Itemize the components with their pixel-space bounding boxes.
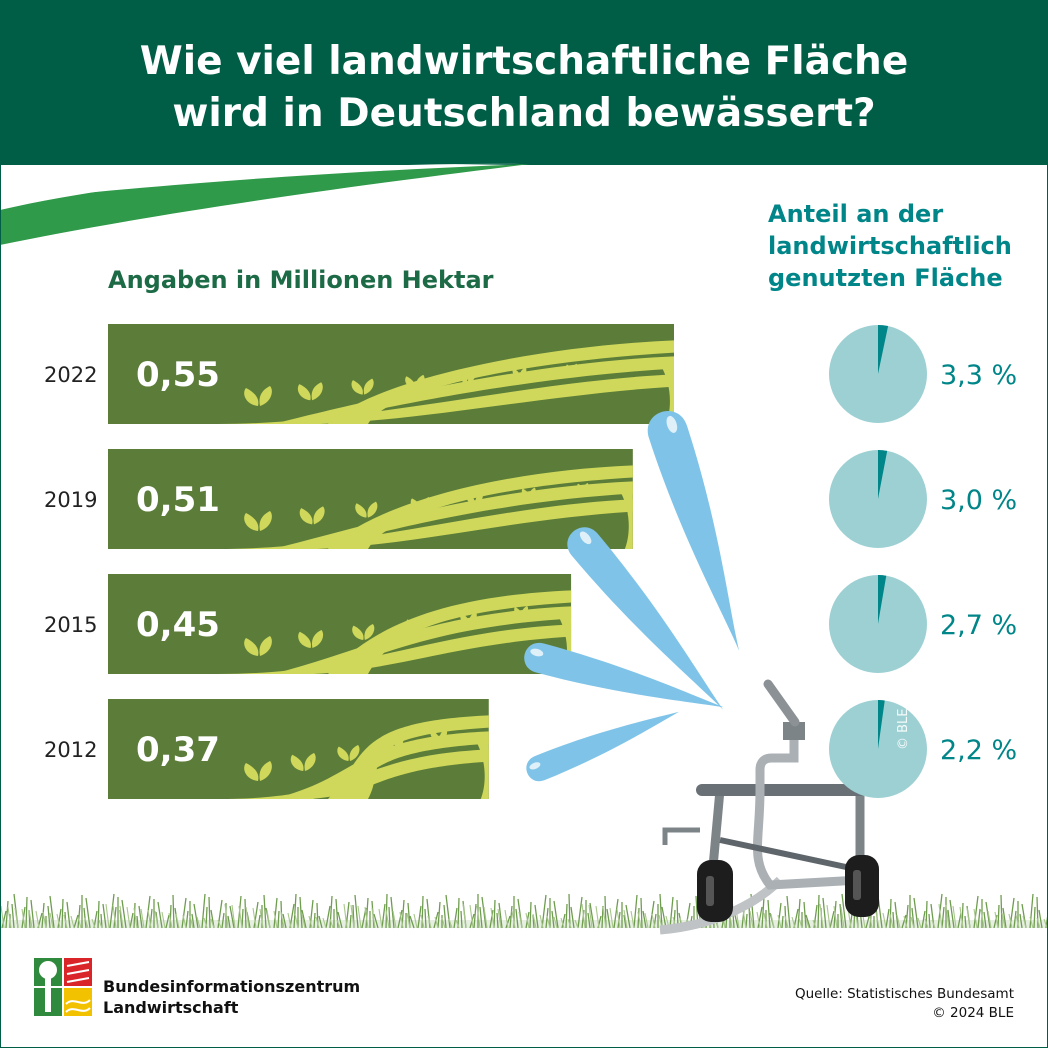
pie-slice — [878, 450, 888, 499]
bar-2012: 2012 0,37 — [44, 699, 489, 799]
sprout-icon — [290, 753, 316, 771]
title-line-1: Wie viel landwirtschaftliche Fläche — [139, 39, 909, 84]
sprout-icon — [298, 630, 324, 648]
bar-2022: 2022 0,55 — [44, 324, 674, 424]
sprinkler-illustration — [659, 679, 879, 935]
sprout-icon — [244, 761, 272, 781]
water-drop-icon — [567, 527, 724, 710]
pie-slice — [878, 325, 889, 374]
bar-field-pattern — [218, 590, 572, 674]
sprout-icon — [466, 492, 483, 505]
sprout-icon — [405, 374, 425, 389]
bar-value-label: 0,55 — [136, 355, 220, 395]
sprout-icon — [383, 737, 404, 751]
pie-2019: 3,0 % — [829, 450, 1017, 548]
sprout-icon — [244, 511, 272, 531]
sprout-icon — [299, 506, 325, 525]
pie-value-label: 2,7 % — [940, 610, 1017, 641]
sprout-icon — [244, 386, 272, 406]
share-title-line-2: landwirtschaftlich — [768, 232, 1012, 260]
grass-strip — [0, 893, 1048, 929]
bar-value-label: 0,37 — [136, 730, 220, 770]
sprout-icon — [351, 378, 374, 395]
header-band — [0, 0, 1048, 165]
bar-field-pattern — [218, 465, 633, 549]
org-line-1: Bundesinformationszentrum — [103, 977, 361, 996]
sprout-icon — [406, 618, 426, 632]
sprout-icon — [244, 636, 272, 656]
sprout-icon — [512, 367, 527, 378]
bar-value-label: 0,51 — [136, 480, 220, 520]
bar-series: 2022 0,55 2019 0,51 2015 0,45 2012 0,37 — [44, 324, 674, 799]
bar-field-pattern — [218, 340, 674, 424]
sprout-icon — [577, 483, 589, 491]
sprout-icon — [514, 606, 529, 616]
org-line-2: Landwirtschaft — [103, 998, 239, 1017]
year-label: 2015 — [44, 613, 97, 637]
pie-2012: 2,2 % — [829, 700, 1017, 798]
pie-value-label: 3,3 % — [940, 360, 1017, 391]
title-line-2: wird in Deutschland bewässert? — [172, 91, 876, 136]
share-title: Anteil an der landwirtschaftlich genutzt… — [768, 198, 1012, 294]
bar-value-label: 0,45 — [136, 605, 220, 645]
pie-2015: 2,7 % — [829, 575, 1017, 673]
copyright-text: © 2024 BLE — [932, 1005, 1014, 1021]
share-title-line-3: genutzten Fläche — [768, 264, 1003, 292]
chart-subtitle: Angaben in Millionen Hektar — [108, 266, 494, 294]
pie-series: 3,3 % 3,0 % 2,7 % 2,2 % — [829, 325, 1017, 798]
source-text: Quelle: Statistisches Bundesamt — [794, 986, 1014, 1002]
pie-value-label: 2,2 % — [940, 735, 1017, 766]
water-drop-icon — [526, 711, 680, 782]
pie-2022: 3,3 % — [829, 325, 1017, 423]
sprout-icon — [619, 360, 629, 366]
sprout-icon — [355, 501, 378, 518]
sprout-icon — [458, 371, 476, 384]
sprout-icon — [566, 363, 578, 372]
share-title-line-1: Anteil an der — [768, 200, 944, 228]
sprout-icon — [352, 624, 375, 640]
organization-name: Bundesinformationszentrum Landwirtschaft — [103, 976, 360, 1018]
water-drop-icon — [647, 410, 740, 651]
year-label: 2012 — [44, 738, 97, 762]
sprout-icon — [460, 612, 477, 624]
ble-logo-icon — [34, 958, 92, 1016]
pie-slice — [878, 575, 887, 624]
bar-2015: 2015 0,45 — [44, 574, 572, 674]
sprout-icon — [337, 745, 360, 761]
year-label: 2019 — [44, 488, 97, 512]
sprout-icon — [430, 729, 448, 741]
sprout-icon — [410, 497, 431, 511]
pie-slice — [878, 700, 885, 749]
watermark: © BLE — [896, 708, 911, 750]
sprout-icon — [297, 382, 323, 401]
pie-value-label: 3,0 % — [940, 485, 1017, 516]
page-title: Wie viel landwirtschaftliche Fläche wird… — [0, 36, 1048, 140]
water-jets — [524, 410, 740, 782]
year-label: 2022 — [44, 363, 97, 387]
sprout-icon — [521, 487, 536, 498]
bar-2019: 2019 0,51 — [44, 449, 633, 549]
bar-field-pattern — [218, 715, 489, 799]
source-note: Quelle: Statistisches Bundesamt © 2024 B… — [795, 985, 1014, 1023]
water-drop-icon — [524, 642, 724, 708]
header-swoosh — [0, 150, 1048, 245]
